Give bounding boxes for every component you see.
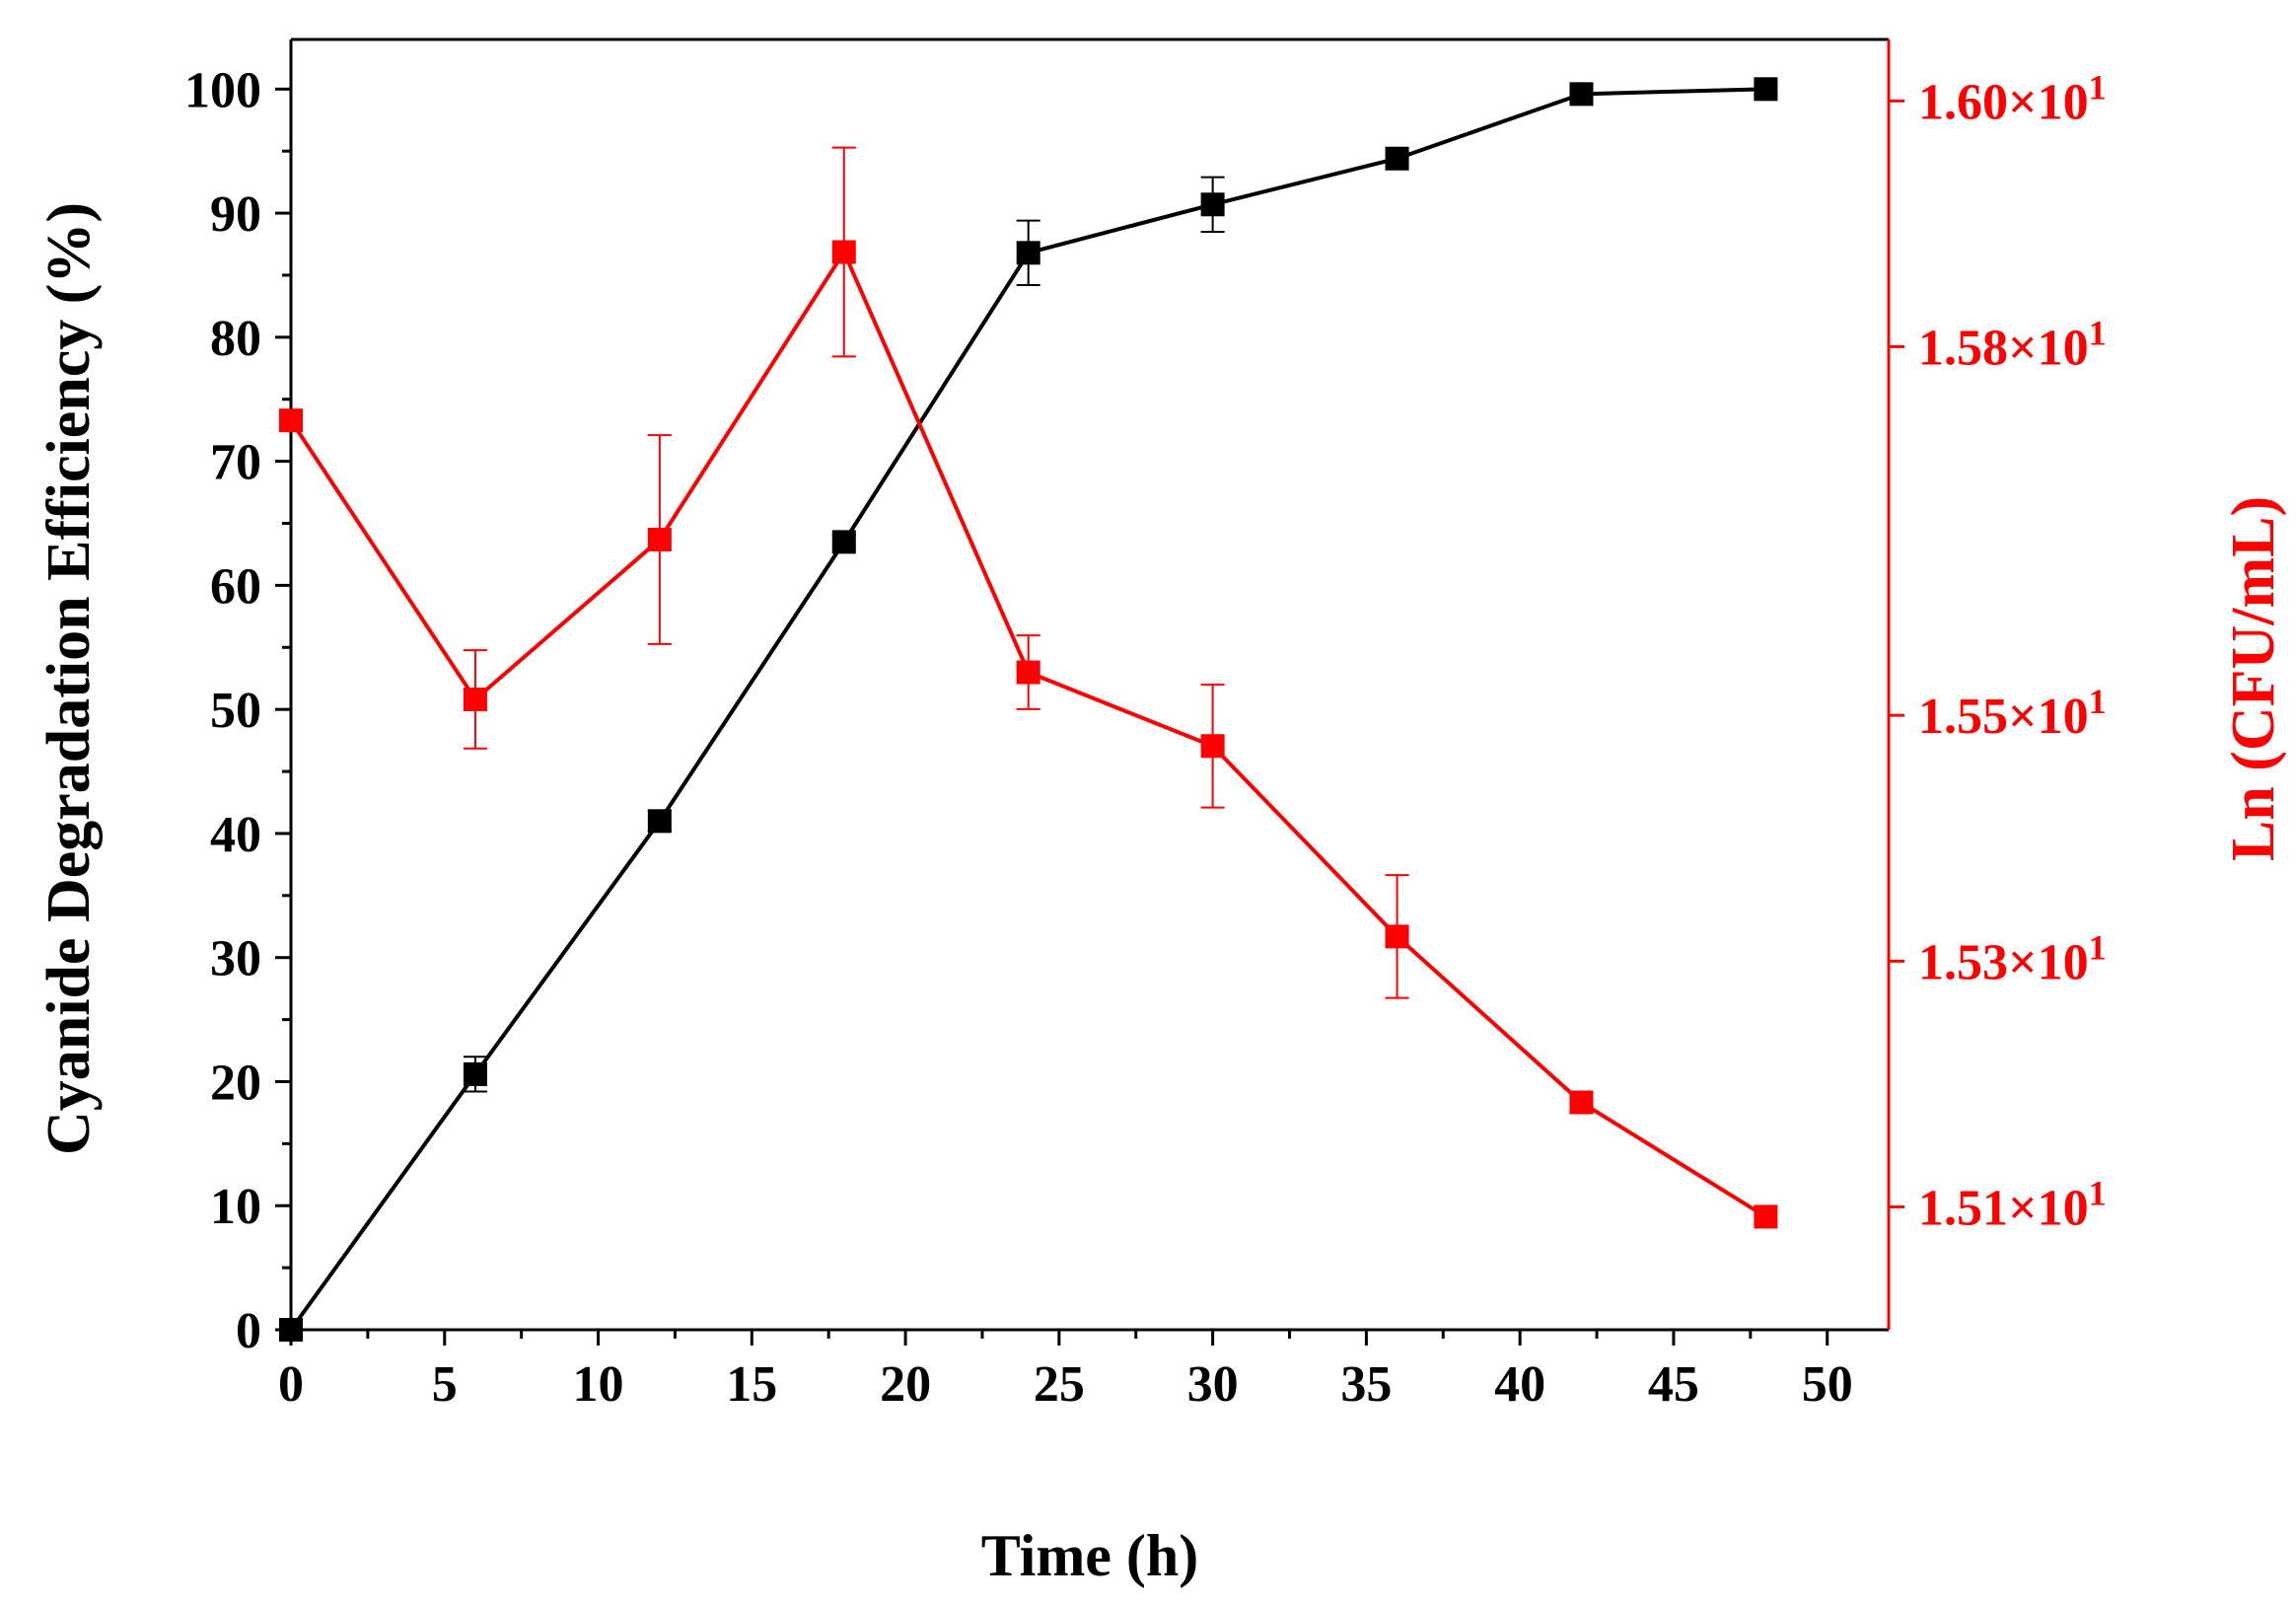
- left-data-point: [1200, 192, 1225, 217]
- right-data-point: [1016, 660, 1040, 685]
- left-data-point: [1385, 146, 1409, 171]
- x-tick-label: 35: [1340, 1356, 1392, 1413]
- left-tick-label: 100: [184, 62, 261, 118]
- right-y-axis: 1.51×101 1.53×101 1.55×101 1.58×101 1.60×101: [1889, 67, 2107, 1236]
- x-tick-label: 25: [1034, 1356, 1085, 1413]
- right-data-point: [1200, 734, 1225, 759]
- x-axis: 0 5 10 15 20 25 30 35 40 45 50: [278, 1330, 1853, 1413]
- right-tick-label: 1.60×101: [1918, 67, 2107, 130]
- left-tick-label: 50: [210, 683, 261, 739]
- left-tick-label: 20: [210, 1055, 261, 1111]
- right-data-point: [1569, 1090, 1594, 1115]
- left-tick-label: 90: [210, 186, 261, 243]
- left-data-point: [463, 1061, 487, 1086]
- x-tick-label: 40: [1494, 1356, 1545, 1413]
- right-tick-label: 1.55×101: [1918, 682, 2107, 745]
- left-tick-label: 0: [236, 1303, 261, 1359]
- right-data-point: [463, 687, 487, 711]
- left-data-point: [279, 1318, 303, 1342]
- x-axis-label: Time (h): [981, 1523, 1199, 1588]
- right-data-point: [1754, 1204, 1778, 1229]
- x-tick-label: 30: [1187, 1356, 1239, 1413]
- left-tick-label: 10: [210, 1179, 261, 1235]
- left-tick-label: 30: [210, 931, 261, 987]
- right-tick-label: 1.51×101: [1918, 1173, 2107, 1236]
- left-data-point: [831, 530, 856, 554]
- left-y-axis: 0 10 20 30 40 50 60 70 80 90 100: [184, 62, 291, 1359]
- right-data-point: [647, 528, 672, 552]
- left-tick-label: 70: [210, 435, 261, 491]
- right-tick-label: 1.53×101: [1918, 927, 2107, 990]
- series-layer: [279, 77, 1778, 1342]
- left-data-point: [1754, 77, 1778, 102]
- right-series-line: [289, 250, 1767, 1219]
- left-data-point: [1569, 82, 1594, 107]
- plot-frame: [289, 37, 1891, 1332]
- x-tick-label: 10: [573, 1356, 624, 1413]
- x-tick-label: 20: [880, 1356, 931, 1413]
- left-tick-label: 40: [210, 807, 261, 863]
- x-tick-label: 15: [726, 1356, 777, 1413]
- x-tick-label: 45: [1648, 1356, 1699, 1413]
- right-data-point: [831, 240, 856, 264]
- left-y-axis-label: Cyanide Degradation Efficiency (%): [36, 202, 103, 1155]
- right-y-axis-label: Ln (CFU/mL): [2220, 496, 2287, 861]
- x-tick-label: 5: [432, 1356, 458, 1413]
- left-data-point: [647, 809, 672, 834]
- x-tick-label: 0: [278, 1356, 304, 1413]
- right-data-point: [1385, 924, 1409, 949]
- right-tick-label: 1.58×101: [1918, 313, 2107, 376]
- x-tick-label: 50: [1802, 1356, 1853, 1413]
- left-tick-label: 60: [210, 558, 261, 615]
- right-data-point: [279, 408, 303, 433]
- left-data-point: [1016, 241, 1040, 265]
- left-tick-label: 80: [210, 311, 261, 367]
